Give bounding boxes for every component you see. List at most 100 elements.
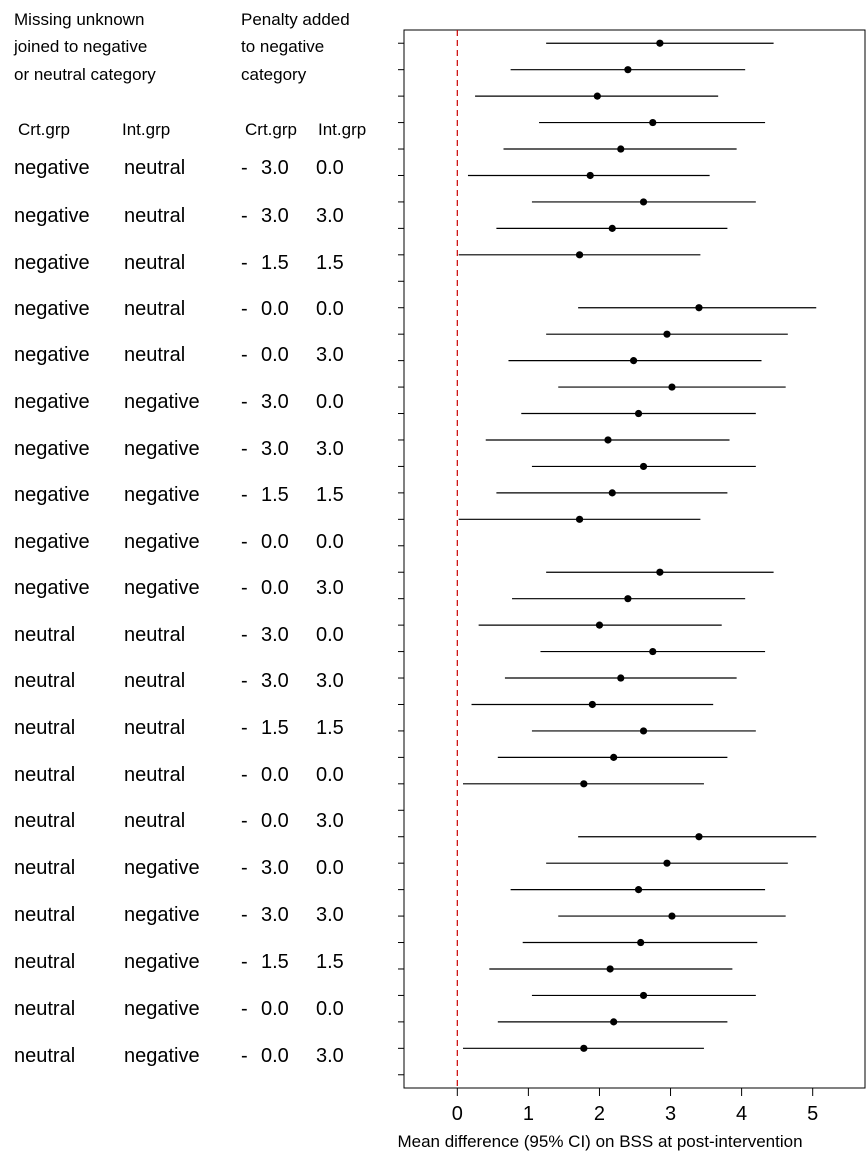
row-dash: - xyxy=(241,810,248,832)
row-int-grp: negative xyxy=(124,577,200,599)
estimate-11 xyxy=(546,330,788,338)
row-int-grp: neutral xyxy=(124,344,185,366)
row-label-1: negative neutral -3.0 0.0 xyxy=(14,157,344,179)
point-estimate xyxy=(610,753,618,761)
row-penalty-crt: 3.0 xyxy=(261,438,289,460)
estimate-10 xyxy=(578,304,817,312)
row-penalty-int: 0.0 xyxy=(316,531,344,553)
row-penalty-int: 0.0 xyxy=(316,764,344,786)
row-penalty-int: 0.0 xyxy=(316,157,344,179)
point-estimate xyxy=(593,92,601,100)
estimate-15 xyxy=(485,436,730,444)
point-estimate xyxy=(634,886,643,894)
row-dash: - xyxy=(241,1045,248,1067)
point-estimate xyxy=(629,357,638,365)
estimate-31 xyxy=(558,912,786,920)
row-penalty-crt: 3.0 xyxy=(261,904,289,926)
estimates xyxy=(398,39,817,1076)
column-headers: Missing unknown joined to negative or ne… xyxy=(13,10,366,139)
row-crt-grp: negative xyxy=(14,298,90,320)
row-dash: - xyxy=(241,857,248,879)
estimate-27 xyxy=(462,780,704,788)
row-penalty-crt: 3.0 xyxy=(261,857,289,879)
row-penalty-crt: 1.5 xyxy=(261,252,289,274)
estimate-16 xyxy=(531,462,756,471)
row-crt-grp: neutral xyxy=(14,764,75,786)
point-estimate xyxy=(649,647,657,656)
row-dash: - xyxy=(241,577,248,599)
row-int-grp: neutral xyxy=(124,298,185,320)
row-penalty-int: 1.5 xyxy=(316,951,344,973)
point-estimate xyxy=(639,462,648,471)
estimate-25 xyxy=(531,727,756,735)
x-tick-label: 2 xyxy=(594,1103,605,1125)
row-penalty-int: 3.0 xyxy=(316,810,344,832)
estimate-6 xyxy=(467,171,710,180)
row-penalty-int: 3.0 xyxy=(316,904,344,926)
row-label-4: negative neutral -0.0 0.0 xyxy=(14,298,344,320)
row-penalty-int: 0.0 xyxy=(316,624,344,646)
header-missing-line1: Missing unknown xyxy=(14,10,144,29)
row-label-16: neutral negative -3.0 0.0 xyxy=(14,857,344,879)
row-dash: - xyxy=(241,951,248,973)
row-int-grp: negative xyxy=(124,438,200,460)
row-crt-grp: negative xyxy=(14,157,90,179)
row-label-14: neutral neutral -0.0 0.0 xyxy=(14,764,344,786)
row-label-18: neutral negative -1.5 1.5 xyxy=(14,951,344,973)
row-dash: - xyxy=(241,904,248,926)
header-int-grp: Int.grp xyxy=(122,120,170,139)
point-estimate xyxy=(639,991,648,1000)
row-dash: - xyxy=(241,624,248,646)
row-label-5: negative neutral -0.0 3.0 xyxy=(14,344,344,366)
point-estimate xyxy=(668,912,676,920)
row-penalty-int: 3.0 xyxy=(316,1045,344,1067)
row-penalty-crt: 0.0 xyxy=(261,344,289,366)
row-dash: - xyxy=(241,670,248,692)
estimate-14 xyxy=(521,409,756,418)
row-dash: - xyxy=(241,298,248,320)
row-crt-grp: neutral xyxy=(14,810,75,832)
estimate-24 xyxy=(471,700,714,709)
row-int-grp: neutral xyxy=(124,810,185,832)
estimate-17 xyxy=(496,489,728,497)
row-penalty-int: 1.5 xyxy=(316,252,344,274)
estimate-3 xyxy=(475,92,719,100)
row-penalty-int: 3.0 xyxy=(316,438,344,460)
estimate-22 xyxy=(540,647,766,656)
row-penalty-int: 3.0 xyxy=(316,205,344,227)
row-int-grp: neutral xyxy=(124,764,185,786)
row-penalty-crt: 0.0 xyxy=(261,998,289,1020)
row-crt-grp: negative xyxy=(14,484,90,506)
point-estimate xyxy=(588,700,596,709)
point-estimate xyxy=(695,304,703,312)
row-label-20: neutral negative -0.0 3.0 xyxy=(14,1045,344,1067)
point-estimate xyxy=(606,965,614,973)
row-dash: - xyxy=(241,764,248,786)
row-label-17: neutral negative -3.0 3.0 xyxy=(14,904,344,926)
estimate-2 xyxy=(510,66,746,74)
row-penalty-crt: 3.0 xyxy=(261,391,289,413)
row-penalty-crt: 3.0 xyxy=(261,157,289,179)
row-dash: - xyxy=(241,391,248,413)
point-estimate xyxy=(639,198,648,206)
row-crt-grp: neutral xyxy=(14,624,75,646)
row-label-6: negative negative -3.0 0.0 xyxy=(14,391,344,413)
row-dash: - xyxy=(241,531,248,553)
row-crt-grp: neutral xyxy=(14,998,75,1020)
point-estimate xyxy=(580,1044,588,1052)
estimate-29 xyxy=(546,859,788,867)
point-estimate xyxy=(608,489,616,497)
row-int-grp: negative xyxy=(124,904,200,926)
x-tick-label: 1 xyxy=(523,1103,534,1125)
estimate-36 xyxy=(462,1044,704,1052)
row-label-11: neutral neutral -3.0 0.0 xyxy=(14,624,344,646)
row-penalty-crt: 1.5 xyxy=(261,484,289,506)
plot-frame xyxy=(403,29,866,1089)
row-label-2: negative neutral -3.0 3.0 xyxy=(14,205,344,227)
row-crt-grp: negative xyxy=(14,531,90,553)
estimate-32 xyxy=(522,938,758,947)
estimate-19 xyxy=(546,568,774,576)
row-crt-grp: neutral xyxy=(14,1045,75,1067)
row-crt-grp: negative xyxy=(14,577,90,599)
